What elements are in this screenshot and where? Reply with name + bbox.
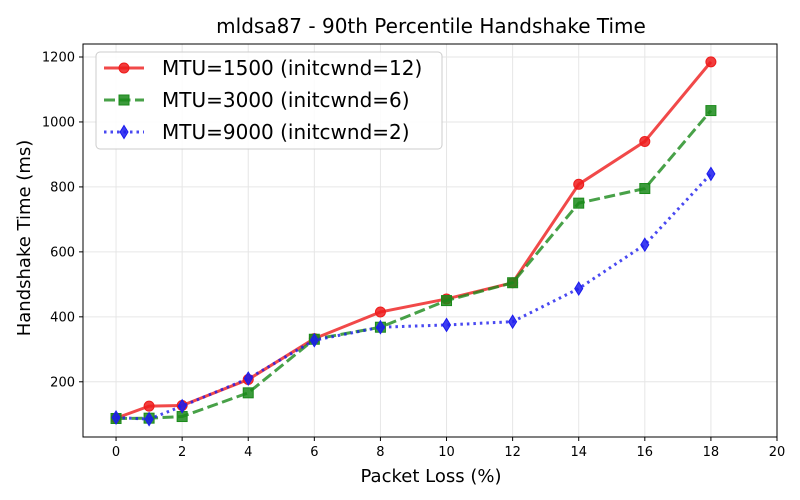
x-axis-label: Packet Loss (%)	[361, 466, 502, 487]
x-tick-label: 20	[769, 445, 786, 460]
x-tick-label: 12	[504, 445, 521, 460]
x-tick-label: 2	[178, 445, 186, 460]
y-tick-label: 400	[50, 310, 75, 325]
x-tick-label: 0	[112, 445, 120, 460]
data-point	[177, 398, 187, 414]
data-point	[706, 166, 716, 182]
data-point	[111, 410, 121, 425]
chart-title: mldsa87 - 90th Percentile Handshake Time	[216, 14, 646, 38]
legend-item: MTU=3000 (initcwnd=6)	[104, 88, 410, 112]
legend-label: MTU=9000 (initcwnd=2)	[162, 120, 410, 144]
x-tick-label: 6	[310, 445, 318, 460]
data-point	[705, 56, 717, 68]
data-point	[375, 319, 386, 335]
data-point	[309, 332, 319, 348]
data-point	[242, 387, 254, 399]
x-tick-label: 8	[376, 445, 384, 460]
x-tick-label: 16	[637, 445, 654, 460]
x-tick-label: 10	[438, 445, 455, 460]
legend-item: MTU=1500 (initcwnd=12)	[104, 56, 422, 80]
axis-ticks: 0 2 4 6 8 10 12 14 16 18 20 200 400 600 800 1000 1200	[42, 50, 785, 460]
data-point	[574, 281, 584, 297]
data-point	[441, 295, 453, 307]
legend-marker	[119, 124, 129, 140]
legend-box	[95, 51, 443, 150]
data-point	[441, 317, 452, 333]
y-tick-label: 200	[50, 375, 75, 390]
y-tick-label: 800	[50, 180, 75, 195]
data-point	[640, 237, 650, 253]
data-point	[374, 306, 386, 318]
data-point	[705, 105, 717, 117]
data-point	[143, 400, 155, 412]
data-point	[573, 197, 585, 209]
y-tick-label: 1000	[42, 115, 75, 130]
data-point	[639, 135, 651, 147]
legend-marker	[118, 94, 130, 106]
x-tick-label: 18	[703, 445, 720, 460]
series-3	[111, 166, 716, 427]
y-tick-label: 1200	[42, 50, 75, 65]
data-point	[508, 314, 518, 330]
y-axis-label: Handshake Time (ms)	[14, 140, 35, 337]
legend-label: MTU=1500 (initcwnd=12)	[162, 56, 422, 80]
legend-label: MTU=3000 (initcwnd=6)	[162, 88, 410, 112]
x-tick-label: 14	[570, 445, 587, 460]
plot-frame	[82, 43, 778, 438]
data-point	[639, 183, 651, 195]
data-point	[144, 411, 154, 427]
data-point	[243, 371, 253, 386]
legend: MTU=1500 (initcwnd=12) MTU=3000 (initcwnd…	[95, 51, 443, 150]
legend-marker	[118, 62, 130, 74]
y-tick-label: 600	[50, 245, 75, 260]
legend-item: MTU=9000 (initcwnd=2)	[104, 120, 410, 144]
x-tick-label: 4	[244, 445, 252, 460]
data-point	[573, 178, 585, 190]
series-layer	[110, 56, 717, 427]
data-point	[507, 277, 519, 289]
